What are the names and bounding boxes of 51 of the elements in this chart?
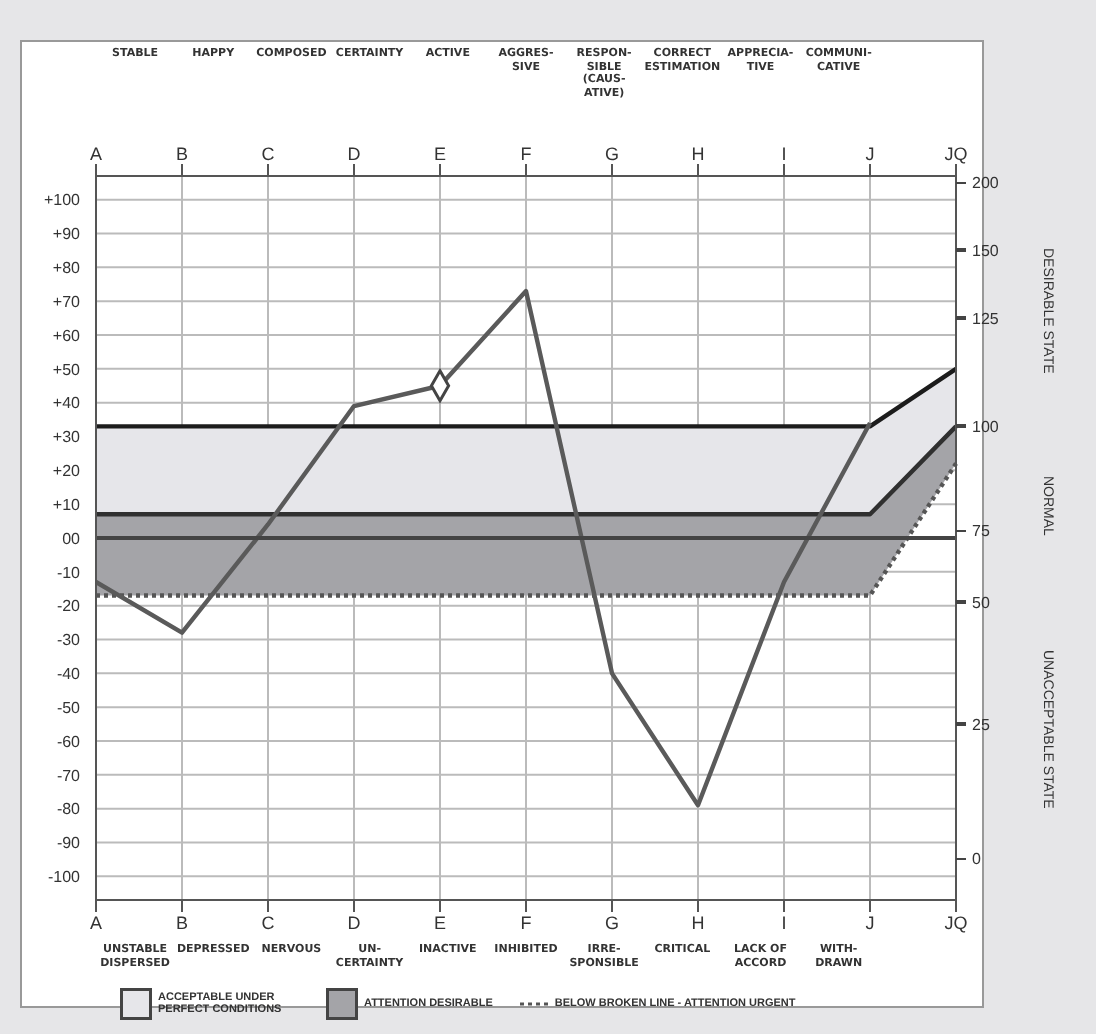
- x-tick-label: I: [781, 144, 787, 164]
- x-tick-label: C: [261, 144, 276, 164]
- category-label: E: [433, 912, 447, 933]
- y-tick-label: +100: [43, 191, 82, 210]
- y-tick-label: +60: [52, 326, 82, 345]
- y-tick-label: -80: [56, 800, 82, 819]
- y-tick-label: +40: [52, 394, 82, 413]
- y-tick-label: +90: [52, 225, 82, 244]
- y-tick-label: -10: [56, 563, 82, 582]
- text: 75: [972, 522, 990, 541]
- text: 125: [972, 309, 999, 328]
- y-tick-label: -100: [47, 868, 82, 886]
- category-label: JQ: [944, 912, 968, 933]
- category-label: G: [604, 912, 620, 933]
- x-tick-label: B: [175, 144, 189, 164]
- x-tick-label: E: [433, 144, 447, 164]
- y-tick-label: +70: [52, 292, 82, 311]
- x-tick-label: J: [865, 144, 875, 164]
- y-tick-label: +30: [52, 428, 82, 447]
- y-tick-label: +20: [52, 462, 82, 481]
- x-tick-label: G: [604, 144, 620, 164]
- category-label: B: [175, 912, 189, 933]
- x-tick-label: A: [89, 144, 103, 164]
- y-tick-label: -60: [56, 732, 82, 751]
- text: 0: [972, 850, 981, 869]
- y-tick-label: -20: [56, 597, 82, 616]
- y-tick-label: +10: [52, 495, 82, 514]
- text: 200: [972, 173, 999, 192]
- x-tick-label: JQ: [944, 144, 968, 164]
- text: 50: [972, 593, 990, 612]
- category-label: I: [781, 912, 787, 933]
- category-label: D: [347, 912, 361, 933]
- y-tick-label: +80: [52, 259, 82, 278]
- category-label: C: [261, 912, 275, 933]
- category-label: H: [691, 912, 705, 933]
- y-tick-label: -90: [56, 834, 82, 853]
- text: 150: [972, 241, 999, 260]
- x-tick-label: D: [347, 144, 362, 164]
- y-tick-label: -50: [56, 698, 82, 717]
- y-tick-label: -30: [56, 631, 82, 650]
- category-label: F: [520, 912, 532, 933]
- x-tick-label: F: [520, 144, 533, 164]
- y-tick-label: -40: [56, 665, 82, 684]
- x-tick-label: H: [691, 144, 705, 164]
- text: 25: [972, 715, 990, 734]
- category-label: J: [865, 912, 875, 933]
- y-tick-label: -70: [56, 766, 82, 785]
- text: 100: [972, 417, 999, 436]
- y-tick-label: 00: [62, 529, 82, 548]
- category-label: A: [89, 912, 103, 933]
- y-tick-label: +50: [52, 360, 82, 379]
